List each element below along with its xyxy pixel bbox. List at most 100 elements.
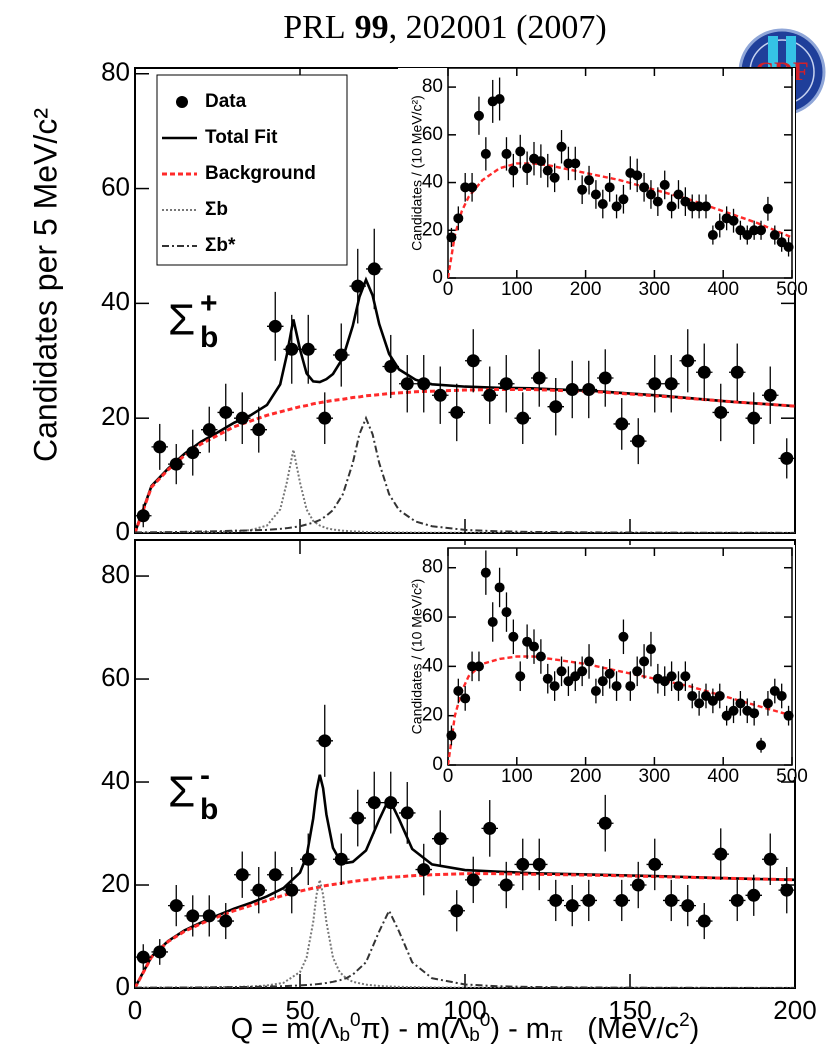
y-tick-label: 40	[422, 172, 443, 193]
data-point	[598, 816, 612, 830]
data-point	[542, 165, 553, 176]
data-point	[631, 434, 645, 448]
data-point	[666, 671, 677, 682]
data-point	[473, 110, 484, 121]
data-point	[285, 883, 299, 897]
data-point	[769, 230, 780, 241]
data-point	[235, 868, 249, 882]
data-point	[687, 201, 698, 212]
data-point	[487, 616, 498, 627]
y-axis-label: Candidates per 5 MeV/c²	[27, 108, 63, 462]
legend-label: Total Fit	[205, 127, 278, 148]
data-point	[694, 698, 705, 709]
x-tick-label: 400	[707, 279, 739, 300]
x-tick-label: 0	[443, 766, 454, 787]
plot-frame	[447, 547, 793, 766]
x-tick-label: 100	[501, 279, 533, 300]
data-point	[747, 888, 761, 902]
data-point	[701, 201, 711, 212]
data-point	[783, 710, 794, 721]
data-point	[219, 405, 233, 419]
data-point	[615, 417, 629, 431]
data-point	[136, 950, 150, 964]
data-point	[235, 411, 249, 425]
data-point	[466, 873, 480, 887]
data-point	[645, 644, 656, 655]
x-tick-label: 50	[286, 995, 315, 1025]
data-point	[351, 279, 365, 293]
data-point	[604, 182, 615, 193]
data-point	[730, 365, 744, 379]
data-point	[285, 342, 299, 356]
data-point	[483, 388, 497, 402]
data-point	[318, 411, 332, 425]
x-axis-label-part: b	[469, 1025, 480, 1046]
data-point	[334, 852, 348, 866]
y-tick-label: 60	[422, 606, 443, 627]
x-axis-label-part: Q = m(Λ	[231, 1013, 340, 1045]
data-point	[202, 423, 216, 437]
data-point	[697, 365, 711, 379]
data-point	[136, 509, 150, 523]
data-point	[367, 796, 381, 810]
data-point	[453, 686, 464, 697]
x-tick-label: 300	[639, 766, 671, 787]
x-axis-label-part: ) - m	[490, 1013, 550, 1045]
data-point	[631, 878, 645, 892]
data-point	[762, 203, 773, 214]
panel-label-symbol: Σ	[168, 296, 195, 345]
data-point	[186, 446, 200, 460]
data-point	[763, 388, 777, 402]
data-point	[318, 734, 332, 748]
panel-label-symbol: Σ	[168, 768, 195, 817]
data-point	[252, 423, 266, 437]
data-point	[584, 175, 595, 186]
data-point	[749, 225, 760, 236]
data-point	[615, 893, 629, 907]
y-tick-label: 0	[432, 754, 443, 775]
x-axis-label-part: b	[339, 1025, 350, 1046]
y-tick-label: 20	[422, 219, 443, 240]
data-point	[597, 199, 608, 210]
x-axis-label-part: 2	[679, 1010, 690, 1031]
data-point	[466, 354, 480, 368]
x-axis-label-part: π) - m(Λ	[361, 1013, 470, 1045]
data-point	[433, 832, 447, 846]
y-tick-label: 20	[101, 401, 130, 431]
data-point	[714, 690, 725, 701]
data-point	[584, 656, 595, 667]
fit-curve	[135, 879, 795, 988]
data-point	[508, 165, 519, 176]
data-point	[153, 440, 167, 454]
y-tick-label: 60	[422, 124, 443, 145]
data-point	[730, 893, 744, 907]
data-point	[565, 382, 579, 396]
data-point	[570, 671, 581, 682]
data-point	[701, 690, 711, 701]
legend-label: Σb	[205, 199, 228, 220]
data-point	[515, 671, 526, 682]
data-point	[450, 405, 464, 419]
x-axis-label-part: 0	[350, 1010, 361, 1031]
data-point	[664, 377, 678, 391]
volume: 99	[355, 9, 389, 46]
data-point	[625, 681, 636, 692]
x-tick-label: 300	[639, 279, 671, 300]
y-tick-label: 40	[101, 765, 130, 795]
y-tick-label: 0	[116, 516, 130, 546]
data-point	[252, 883, 266, 897]
data-point	[673, 681, 684, 692]
data-point	[446, 730, 457, 741]
data-point	[450, 904, 464, 918]
data-point	[480, 567, 491, 578]
y-axis-label: Candidates / (10 MeV/c²)	[409, 95, 425, 251]
fit-curve	[135, 387, 795, 533]
data-point	[563, 158, 574, 169]
panel-label-sup: -	[200, 759, 210, 792]
data-point	[446, 232, 457, 243]
data-point	[501, 607, 512, 618]
x-tick-label: 0	[128, 995, 142, 1025]
y-tick-label: 80	[422, 557, 443, 578]
data-point	[618, 631, 629, 642]
